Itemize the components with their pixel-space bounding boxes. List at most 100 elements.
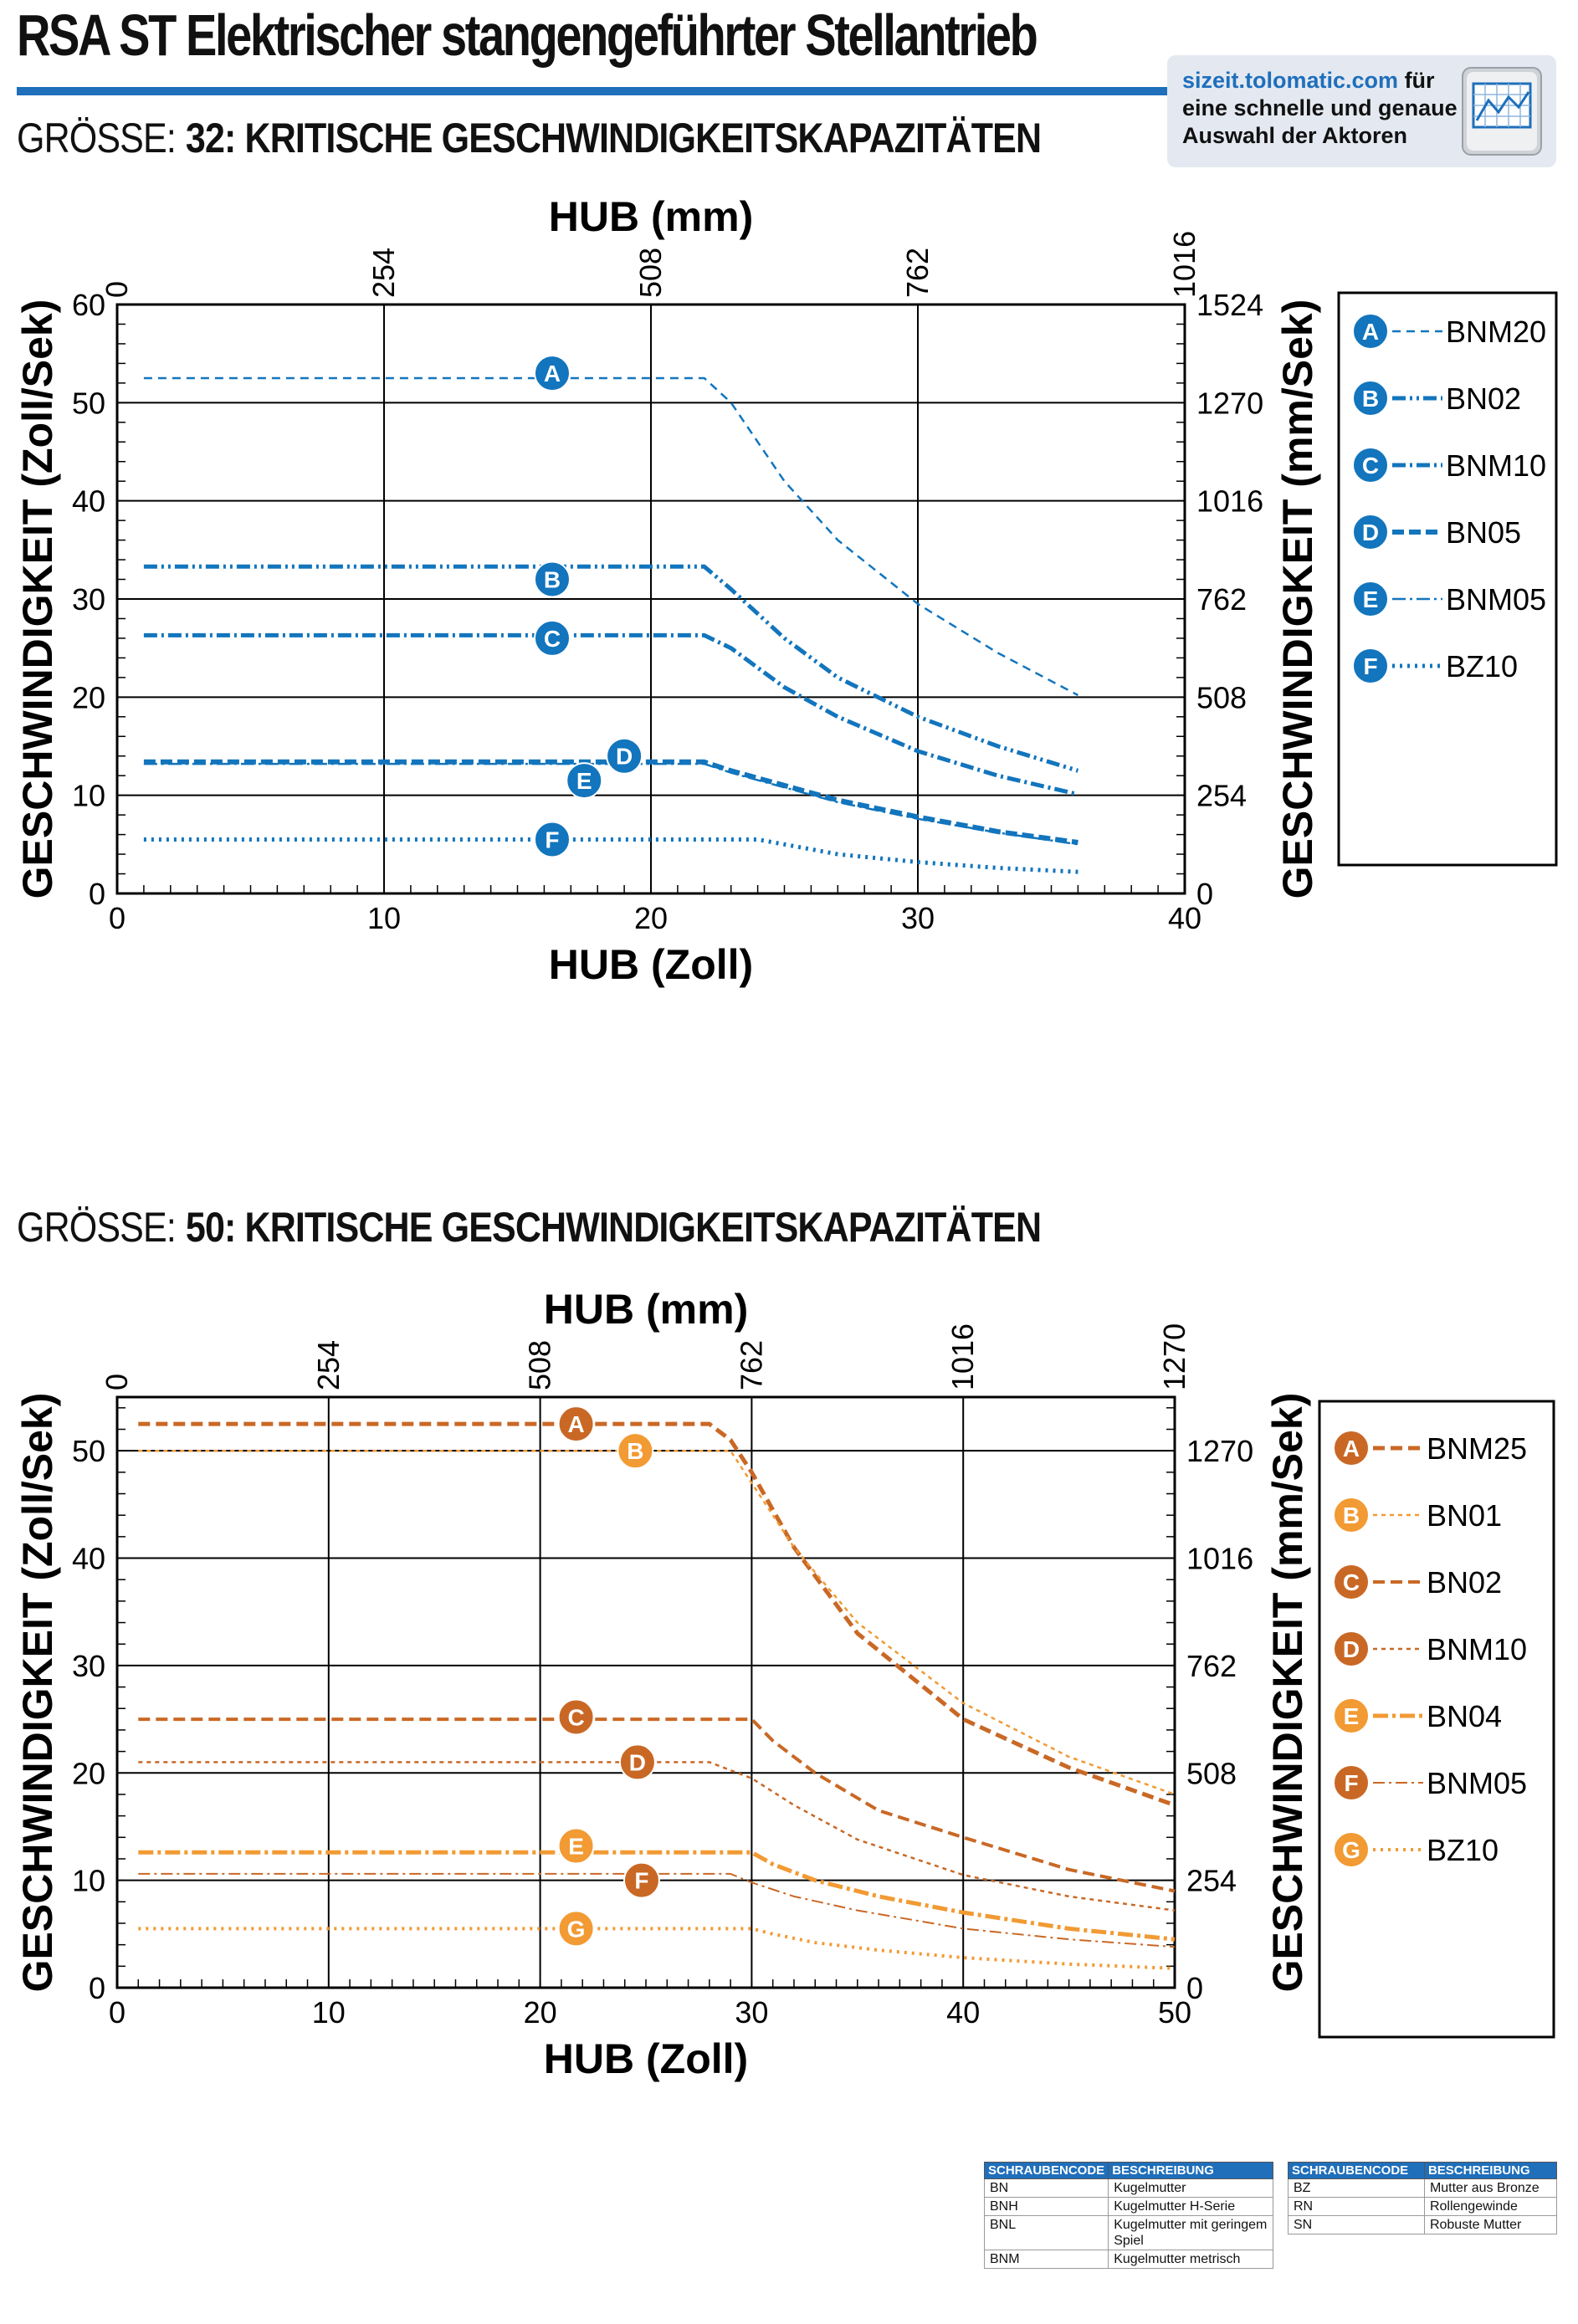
series-marker-label: A (544, 361, 561, 386)
series-marker-a (557, 1405, 595, 1443)
table-header: SCHRAUBENCODE (1288, 2162, 1425, 2179)
legend-label: BN02 (1427, 1565, 1502, 1600)
series-marker-b (533, 561, 571, 598)
series-marker-label: D (629, 1749, 646, 1775)
table-cell: Mutter aus Bronze (1423, 2178, 1558, 2198)
x2-tick-label: 508 (523, 1340, 557, 1390)
legend-marker (1333, 1764, 1370, 1801)
series-marker-label: F (634, 1868, 648, 1894)
y-tick-label: 60 (72, 288, 105, 322)
legend-marker-label: C (1343, 1569, 1360, 1595)
x2-tick-label: 1270 (1157, 1323, 1191, 1390)
page-title: RSA ST Elektrischer stangengeführter Ste… (17, 3, 1038, 68)
chart-title: 32: KRITISCHE GESCHWINDIGKEITSKAPAZITÄTE… (185, 115, 1042, 161)
legend-label: BNM10 (1446, 448, 1546, 483)
legend-marker-label: A (1362, 319, 1379, 345)
series-marker-c (557, 1698, 595, 1736)
table-cell: RN (1288, 2197, 1425, 2216)
y-tick-label: 10 (72, 1864, 105, 1898)
series-line-f (143, 837, 1078, 874)
legend-marker (1352, 648, 1389, 684)
x2-tick-label: 254 (366, 248, 401, 298)
table-row: BNM Kugelmutter metrisch (983, 2250, 1273, 2269)
series-marker-label: B (544, 567, 561, 593)
series-line-d (138, 1761, 1176, 1912)
y-tick-label: 30 (72, 1649, 105, 1683)
legend-marker (1333, 1497, 1370, 1533)
series-marker-e (557, 1827, 595, 1865)
legend-label: BNM25 (1427, 1431, 1527, 1466)
table-cell: BNL (983, 2215, 1109, 2250)
y-tick-label: 10 (72, 779, 105, 813)
y-tick-label: 50 (72, 386, 105, 420)
series-marker-f (533, 821, 571, 858)
legend-label: BZ10 (1427, 1833, 1499, 1867)
x-tick-label: 10 (367, 901, 401, 935)
series-line-f (138, 1872, 1176, 1948)
legend-marker (1333, 1831, 1370, 1868)
y2-tick-label: 254 (1196, 779, 1247, 813)
legend-marker-label: F (1344, 1770, 1358, 1796)
y-tick-label: 20 (72, 1756, 105, 1790)
y2-tick-label: 1524 (1196, 288, 1263, 322)
legend-marker-label: D (1343, 1636, 1360, 1662)
table-row: RN Rollengewinde (1288, 2197, 1558, 2216)
chart-size-50: 0 10 20 30 40 5001020304050025450876210161270… (14, 1286, 1555, 2082)
legend-marker-label: F (1363, 653, 1377, 679)
series-marker-label: G (567, 1916, 586, 1942)
legend-label: BNM05 (1446, 582, 1546, 617)
series-marker-label: E (568, 1834, 584, 1860)
y-tick-label: 40 (72, 484, 105, 519)
plot-frame (115, 303, 1186, 895)
legend-marker-label: B (1362, 386, 1379, 412)
series-marker-b (617, 1432, 654, 1470)
sizing-software-icon[interactable] (1460, 65, 1544, 157)
y-tick-label: 40 (72, 1542, 105, 1576)
table-row: SN Robuste Mutter (1288, 2215, 1558, 2234)
legend-marker (1333, 1564, 1370, 1600)
y-tick-label: 50 (72, 1434, 105, 1468)
sizeit-description: für eine schnelle und genaue Auswahl der… (1182, 68, 1458, 148)
table-cell: BNM (983, 2250, 1109, 2269)
table-cell: BNH (983, 2197, 1109, 2216)
series-line-b (138, 1449, 1176, 1796)
legend-marker (1333, 1630, 1370, 1667)
x2-tick-label: 0 (100, 1374, 134, 1390)
table-cell: SN (1288, 2215, 1425, 2234)
legend-marker (1352, 380, 1389, 417)
legend-label: BNM10 (1427, 1632, 1527, 1666)
x-tick-label: 0 (109, 901, 126, 935)
series-marker-label: C (544, 626, 561, 652)
legend-label: BN01 (1427, 1498, 1502, 1533)
legend-marker-label: E (1363, 586, 1379, 612)
x-tick-label: 20 (524, 1995, 557, 2030)
x2-tick-label: 1016 (1167, 231, 1201, 298)
y-tick-label: 30 (72, 582, 105, 617)
series-line-d (143, 759, 1078, 845)
sizeit-link[interactable]: sizeit.tolomatic.com (1182, 68, 1399, 93)
table-header: SCHRAUBENCODE (983, 2162, 1109, 2179)
series-marker-d (618, 1743, 656, 1781)
y2-axis-title: GESCHWINDIGKEIT (mm/Sek) (1264, 1393, 1311, 1993)
sizeit-promo-text[interactable]: sizeit.tolomatic.com für eine schnelle u… (1182, 67, 1458, 150)
table-cell: Kugelmutter H-Serie (1108, 2197, 1273, 2216)
legend-label: BZ10 (1446, 649, 1518, 683)
legend-marker (1352, 313, 1389, 350)
y2-tick-label: 254 (1186, 1864, 1237, 1898)
y2-axis-title: GESCHWINDIGKEIT (mm/Sek) (1274, 299, 1321, 899)
legend-marker (1333, 1697, 1370, 1734)
series-line-g (138, 1927, 1176, 1970)
series-line-a (143, 376, 1078, 697)
x-tick-label: 0 (109, 1995, 126, 2030)
legend-marker-label: D (1362, 520, 1379, 545)
size-prefix: GRÖSSE: (17, 1204, 177, 1251)
series-marker-e (566, 762, 603, 800)
series-line-c (143, 632, 1078, 796)
x2-tick-label: 0 (100, 281, 134, 298)
y-tick-label: 0 (89, 877, 105, 911)
x2-axis-title: HUB (mm) (549, 193, 753, 240)
y2-tick-label: 762 (1186, 1649, 1237, 1683)
x-tick-label: 30 (735, 1995, 768, 2030)
y2-tick-label: 0 (1186, 1971, 1203, 2005)
table-cell: Kugelmutter (1108, 2178, 1273, 2198)
